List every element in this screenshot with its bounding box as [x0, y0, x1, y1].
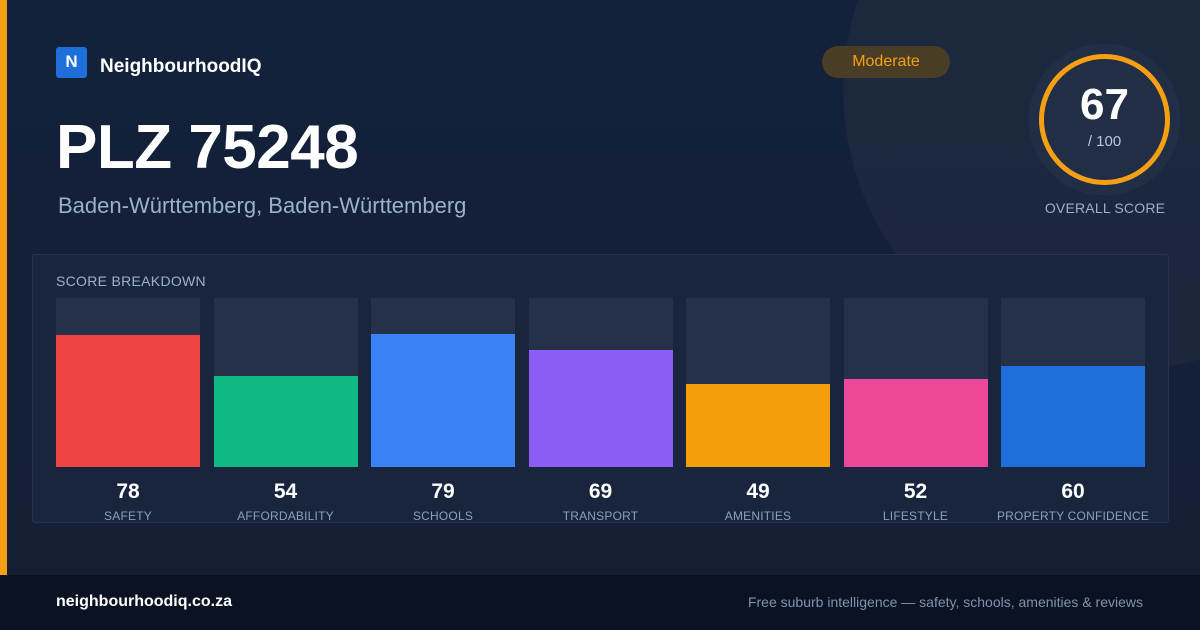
score-bar-affordability: 54 AFFORDABILITY	[213, 298, 358, 523]
bar-track	[213, 298, 358, 467]
bar-label: LIFESTYLE	[882, 509, 949, 523]
bar-fill	[528, 350, 673, 467]
share-card: N NeighbourhoodIQ Moderate PLZ 75248 Bad…	[0, 0, 1200, 575]
bar-value: 79	[431, 480, 455, 503]
bar-label: TRANSPORT	[562, 509, 639, 523]
score-ring-graphic	[1028, 43, 1181, 196]
score-bar-property-confidence: 60 PROPERTY CONFIDENCE	[997, 298, 1149, 523]
score-ring-progress	[1039, 54, 1170, 185]
footer-domain-link[interactable]: neighbourhoodiq.co.za	[56, 593, 232, 610]
bar-track	[843, 298, 988, 467]
overall-score-ring: 67 / 100	[1028, 43, 1181, 196]
bar-track	[371, 298, 515, 467]
accent-bar	[0, 0, 7, 575]
footer: neighbourhoodiq.co.za Free suburb intell…	[0, 575, 1200, 630]
score-bar-amenities: 49 AMENITIES	[686, 298, 830, 523]
bar-fill	[56, 335, 200, 467]
bar-value: 69	[588, 480, 613, 503]
bar-label: AFFORDABILITY	[237, 509, 334, 523]
bar-track	[56, 298, 200, 467]
bar-value: 54	[273, 480, 298, 503]
bar-value: 52	[903, 480, 928, 503]
score-bar-transport: 69 TRANSPORT	[528, 298, 673, 523]
bar-track	[528, 298, 673, 467]
overall-score-max: / 100	[1087, 133, 1122, 150]
bar-value: 49	[746, 480, 770, 503]
score-bar-safety: 78 SAFETY	[56, 298, 200, 523]
bar-value: 60	[1061, 480, 1085, 503]
score-breakdown-panel: SCORE BREAKDOWN 78 SAFETY 54 AFFORDABILITY 7…	[32, 254, 1169, 523]
page-title: PLZ 75248	[56, 113, 359, 182]
bar-fill	[843, 379, 988, 467]
bar-label: PROPERTY CONFIDENCE	[996, 509, 1150, 523]
bar-track	[686, 298, 830, 467]
bar-fill	[213, 375, 358, 467]
score-bar-schools: 79 SCHOOLS	[371, 298, 515, 523]
footer-tagline: Free suburb intelligence — safety, schoo…	[747, 594, 1143, 610]
breakdown-bars: 78 SAFETY 54 AFFORDABILITY 79 SCHOOLS 69 TRANSP…	[56, 298, 1149, 523]
score-bar-lifestyle: 52 LIFESTYLE	[843, 298, 988, 523]
bar-label: SCHOOLS	[412, 509, 474, 523]
bar-value: 78	[116, 480, 140, 503]
breakdown-title: SCORE BREAKDOWN	[56, 273, 206, 289]
brand-logo-icon: N	[56, 46, 87, 78]
bar-label: AMENITIES	[724, 509, 792, 523]
rating-badge: Moderate	[822, 46, 950, 78]
overall-score-value: 67	[1080, 80, 1129, 129]
brand-name: NeighbourhoodIQ	[100, 56, 262, 77]
bar-fill	[686, 384, 830, 467]
location-subtitle: Baden-Württemberg, Baden-Württemberg	[58, 193, 467, 218]
brand[interactable]: N NeighbourhoodIQ	[56, 46, 261, 78]
bar-fill	[1001, 365, 1145, 467]
bar-track	[1001, 298, 1145, 467]
bar-fill	[371, 333, 515, 467]
bar-label: SAFETY	[104, 509, 152, 523]
overall-score-label: OVERALL SCORE	[1044, 200, 1166, 216]
